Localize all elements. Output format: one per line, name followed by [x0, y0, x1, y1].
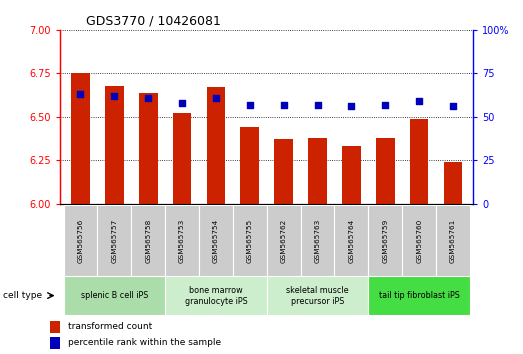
Text: GSM565764: GSM565764	[348, 218, 355, 263]
Bar	[207, 87, 225, 204]
Bar	[173, 113, 191, 204]
Bar	[165, 276, 267, 315]
Bar	[241, 127, 259, 204]
Bar	[444, 162, 462, 204]
Text: transformed count: transformed count	[69, 322, 153, 331]
Bar	[376, 138, 394, 204]
Bar	[233, 205, 267, 276]
Text: GSM565760: GSM565760	[416, 218, 422, 263]
Point	[381, 102, 390, 108]
Bar	[402, 205, 436, 276]
Text: skeletal muscle
precursor iPS: skeletal muscle precursor iPS	[286, 286, 349, 306]
Bar	[63, 205, 97, 276]
Text: splenic B cell iPS: splenic B cell iPS	[81, 291, 148, 300]
Text: percentile rank within the sample: percentile rank within the sample	[69, 338, 221, 347]
Bar	[199, 205, 233, 276]
Bar	[308, 138, 327, 204]
Text: bone marrow
granulocyte iPS: bone marrow granulocyte iPS	[185, 286, 247, 306]
Text: GSM565756: GSM565756	[77, 218, 84, 263]
Text: GSM565757: GSM565757	[111, 218, 117, 263]
Bar	[267, 205, 301, 276]
Point	[415, 98, 423, 104]
Bar	[50, 337, 60, 349]
Bar	[267, 276, 368, 315]
Point	[178, 100, 186, 106]
Bar	[165, 205, 199, 276]
Point	[347, 104, 356, 109]
Bar	[436, 205, 470, 276]
Text: tail tip fibroblast iPS: tail tip fibroblast iPS	[379, 291, 460, 300]
Text: GSM565762: GSM565762	[281, 218, 287, 263]
Text: GSM565761: GSM565761	[450, 218, 456, 263]
Bar	[342, 146, 361, 204]
Point	[279, 102, 288, 108]
Point	[246, 102, 254, 108]
Point	[313, 102, 322, 108]
Text: GSM565758: GSM565758	[145, 218, 151, 263]
Text: GSM565754: GSM565754	[213, 218, 219, 263]
Bar	[105, 86, 123, 204]
Bar	[131, 205, 165, 276]
Bar	[368, 276, 470, 315]
Text: cell type: cell type	[3, 291, 42, 300]
Bar	[410, 119, 428, 204]
Bar	[50, 321, 60, 333]
Bar	[275, 139, 293, 204]
Bar	[139, 92, 157, 204]
Text: GSM565753: GSM565753	[179, 218, 185, 263]
Text: GSM565759: GSM565759	[382, 218, 388, 263]
Point	[76, 91, 85, 97]
Bar	[71, 73, 90, 204]
Text: GSM565755: GSM565755	[247, 218, 253, 263]
Text: GDS3770 / 10426081: GDS3770 / 10426081	[86, 14, 221, 27]
Text: GSM565763: GSM565763	[314, 218, 321, 263]
Point	[449, 104, 457, 109]
Bar	[368, 205, 402, 276]
Bar	[335, 205, 368, 276]
Point	[144, 95, 152, 101]
Bar	[97, 205, 131, 276]
Bar	[63, 276, 165, 315]
Point	[212, 95, 220, 101]
Bar	[301, 205, 335, 276]
Point	[110, 93, 119, 99]
